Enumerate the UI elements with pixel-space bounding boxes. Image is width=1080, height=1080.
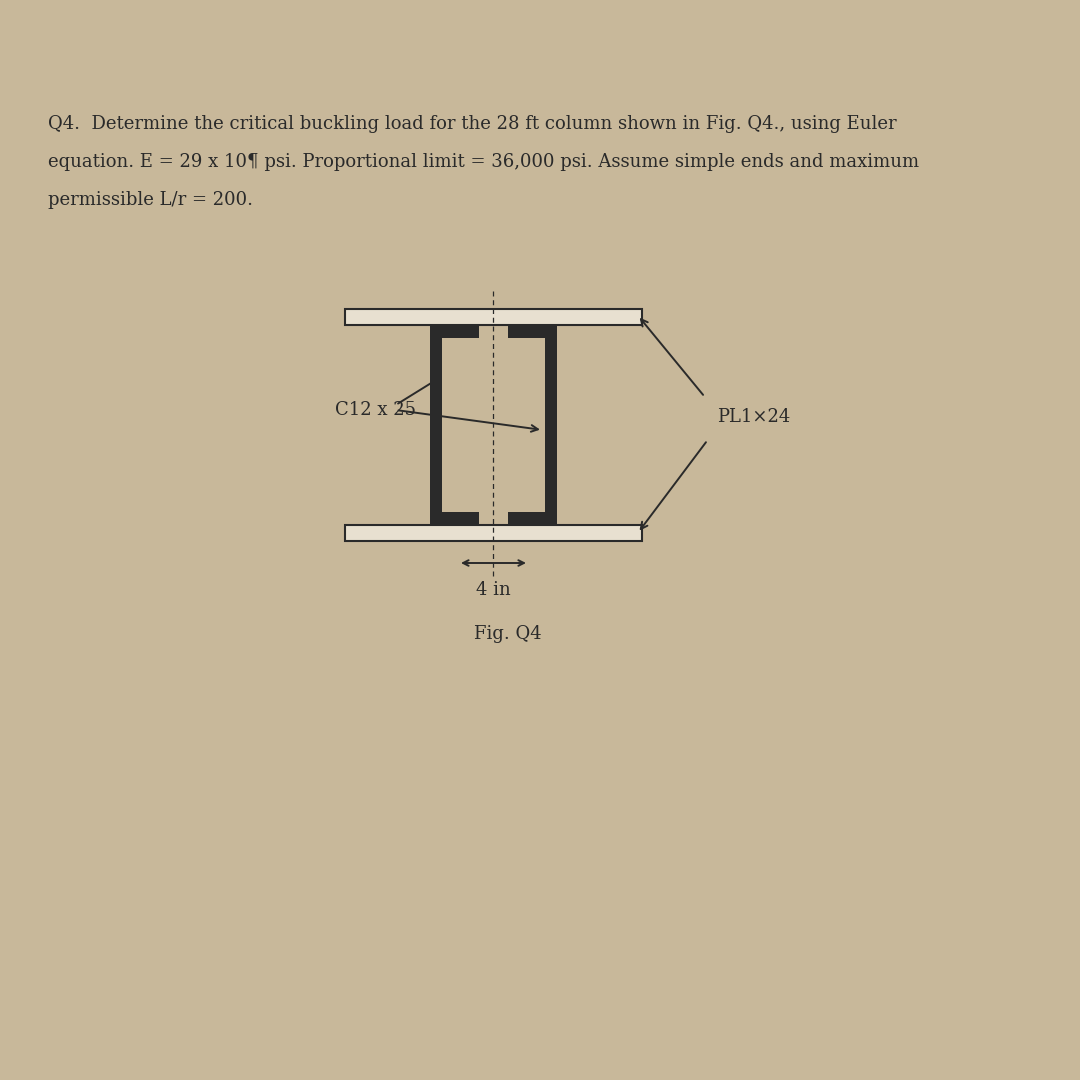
Bar	[430, 325, 478, 338]
Bar	[345, 309, 643, 325]
Text: Fig. Q4: Fig. Q4	[474, 625, 541, 643]
Text: C12 x 25: C12 x 25	[335, 401, 416, 419]
Text: equation. E = 29 x 10¶ psi. Proportional limit = 36,000 psi. Assume simple ends : equation. E = 29 x 10¶ psi. Proportional…	[49, 153, 919, 171]
Bar	[345, 525, 643, 541]
Bar	[430, 325, 443, 525]
Bar	[509, 325, 557, 338]
Text: PL1×24: PL1×24	[717, 408, 791, 426]
Bar	[430, 512, 478, 525]
Bar	[509, 512, 557, 525]
Text: Q4.  Determine the critical buckling load for the 28 ft column shown in Fig. Q4.: Q4. Determine the critical buckling load…	[49, 114, 897, 133]
Bar	[544, 325, 557, 525]
Text: permissible L/r = 200.: permissible L/r = 200.	[49, 191, 254, 210]
Text: 4 in: 4 in	[476, 581, 511, 599]
